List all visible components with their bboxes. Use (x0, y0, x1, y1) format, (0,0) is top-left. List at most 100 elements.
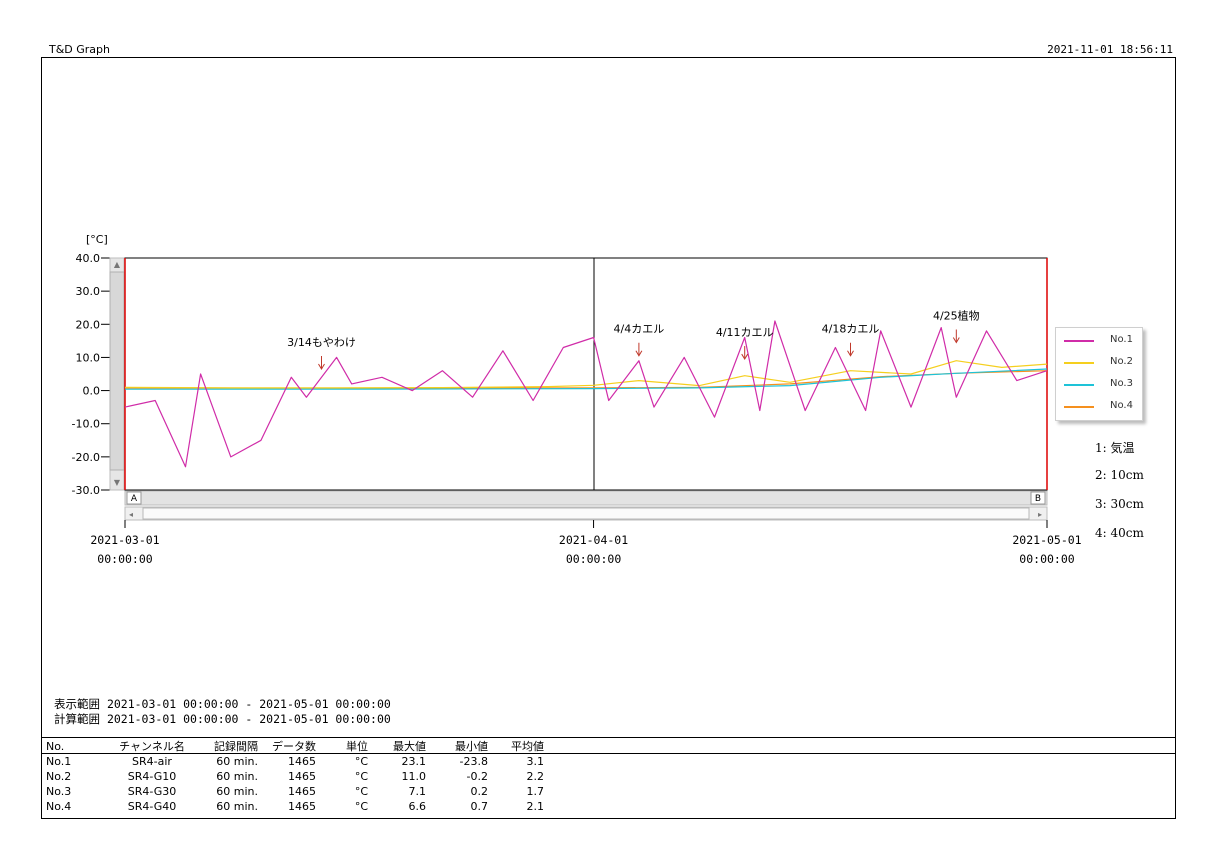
x-tick-label: 2021-03-01 (90, 533, 159, 547)
series-layer (124, 320, 1048, 468)
cell: 2.1 (526, 800, 545, 813)
legend-label: No.2 (1110, 356, 1133, 367)
x-tick-label: 00:00:00 (97, 552, 152, 566)
cell: 1465 (288, 770, 316, 783)
cell: No.3 (46, 785, 72, 798)
cell: SR4-G30 (127, 785, 177, 798)
annotation-label: 4/25植物 (933, 308, 980, 322)
cell: 1465 (288, 755, 316, 768)
cell: °C (354, 770, 368, 783)
annotation-arrowhead-icon (847, 350, 854, 357)
y-tick-label: -30.0 (72, 484, 100, 497)
cell: °C (354, 800, 368, 813)
cell: -23.8 (459, 755, 488, 768)
col-header-no: No. (46, 739, 65, 753)
cell: 7.1 (408, 785, 427, 798)
cell: 1465 (288, 800, 316, 813)
x-axis: 2021-03-01 00:00:00 2021-04-01 00:00:00 2021… (90, 520, 1082, 566)
y-tick-label: 40.0 (76, 252, 101, 265)
cell: 60 min. (216, 785, 258, 798)
display-range-value: 2021-03-01 00:00:00 - 2021-05-01 00:00:0… (106, 697, 391, 711)
legend-label: No.3 (1110, 378, 1133, 389)
channel-note: 1: 気温 (1095, 441, 1135, 455)
y-tick-label: -10.0 (72, 418, 100, 431)
horizontal-scroll-thumb[interactable] (142, 507, 1030, 520)
annotation-arrowhead-icon (635, 350, 643, 357)
annotation-label: 4/18カエル (822, 323, 880, 336)
channel-note: 2: 10cm (1095, 468, 1144, 482)
col-header-min: 最小値 (455, 740, 488, 753)
cell: 60 min. (216, 770, 258, 783)
y-tick-label: 20.0 (76, 318, 101, 331)
cell: °C (354, 755, 368, 768)
col-header-unit: 単位 (346, 740, 368, 753)
table-row: No.4 SR4-G40 60 min. 1465 °C 6.6 0.7 2.1 (42, 799, 544, 814)
legend-item: No.1 (1056, 330, 1142, 352)
scroll-right-arrow-icon[interactable]: ▸ (1038, 510, 1042, 519)
y-tick-label: 30.0 (76, 285, 101, 298)
cursor-a-handle[interactable] (126, 491, 142, 505)
y-tick-label: -20.0 (72, 451, 100, 464)
cell: 3.1 (526, 755, 545, 768)
col-header-interval: 記録間隔 (214, 740, 258, 753)
annotation-label: 3/14もやわけ (287, 336, 356, 349)
scroll-left-arrow-icon[interactable]: ◂ (129, 510, 133, 519)
legend-swatch (1064, 362, 1094, 364)
app-title: T&D Graph (49, 43, 111, 56)
cursor-b-handle[interactable] (1030, 491, 1046, 505)
cell: 60 min. (216, 755, 258, 768)
table-header-row: No. チャンネル名 記録間隔 データ数 単位 最大値 最小値 平均値 (42, 738, 544, 754)
cell: 0.2 (470, 785, 489, 798)
channel-note: 4: 40cm (1095, 526, 1144, 540)
legend-item: No.4 (1056, 396, 1142, 418)
table-top-rule (42, 737, 1175, 738)
scroll-down-arrow-icon[interactable]: ▼ (114, 478, 121, 487)
statistics-table: No. チャンネル名 記録間隔 データ数 単位 最大値 最小値 平均値 No.1… (42, 738, 544, 814)
cell: SR4-G40 (127, 800, 177, 813)
legend-item: No.3 (1056, 374, 1142, 396)
cursor-a-label: A (131, 494, 138, 504)
y-tick-label: 10.0 (76, 351, 101, 364)
print-datetime: 2021-11-01 18:56:11 (1047, 43, 1173, 56)
x-tick-label: 2021-05-01 (1012, 533, 1081, 547)
cell: 23.1 (401, 755, 427, 768)
series-line-no2 (124, 360, 1048, 389)
legend-item: No.2 (1056, 352, 1142, 374)
col-header-channel: チャンネル名 (119, 740, 185, 753)
cell: 2.2 (526, 770, 545, 783)
channel-note: 3: 30cm (1095, 497, 1144, 511)
table-row: No.2 SR4-G10 60 min. 1465 °C 11.0 -0.2 2… (42, 769, 544, 784)
cell: No.1 (46, 755, 72, 768)
display-range-label: 表示範囲 (54, 697, 100, 711)
cursor-band[interactable] (124, 490, 1048, 506)
plot-area (124, 257, 1048, 491)
x-tick-label: 2021-04-01 (559, 533, 628, 547)
series-line-no3 (125, 368, 1048, 390)
annotation-arrowhead-icon (952, 337, 960, 344)
vertical-scroll-thumb[interactable] (109, 271, 125, 471)
calc-range-label: 計算範囲 (54, 712, 100, 726)
scroll-up-arrow-icon[interactable]: ▲ (114, 260, 121, 269)
cell: 1.7 (526, 785, 545, 798)
calc-range-value: 2021-03-01 00:00:00 - 2021-05-01 00:00:0… (106, 712, 391, 726)
legend-label: No.4 (1110, 400, 1133, 411)
cell: SR4-air (132, 755, 172, 768)
annotation-arrowhead-icon (318, 363, 325, 370)
cursor-b-label: B (1035, 494, 1041, 504)
col-header-count: データ数 (272, 740, 316, 753)
y-tick-label: 0.0 (83, 385, 101, 398)
x-tick-label: 00:00:00 (566, 552, 621, 566)
y-unit-label: [°C] (86, 233, 108, 246)
annotation-label: 4/11カエル (716, 326, 774, 339)
cell: 0.7 (470, 800, 489, 813)
display-range: 表示範囲 2021-03-01 00:00:00 - 2021-05-01 00… (54, 696, 391, 712)
cell: SR4-G10 (127, 770, 177, 783)
col-header-max: 最大値 (393, 740, 426, 753)
x-tick-label: 00:00:00 (1019, 552, 1074, 566)
calc-range: 計算範囲 2021-03-01 00:00:00 - 2021-05-01 00… (54, 711, 391, 727)
y-axis: 40.0 30.0 20.0 10.0 0.0 -10.0 -20.0 -30.0 (72, 252, 110, 497)
col-header-avg: 平均値 (511, 740, 544, 753)
cell: No.2 (46, 770, 72, 783)
cell: 1465 (288, 785, 316, 798)
